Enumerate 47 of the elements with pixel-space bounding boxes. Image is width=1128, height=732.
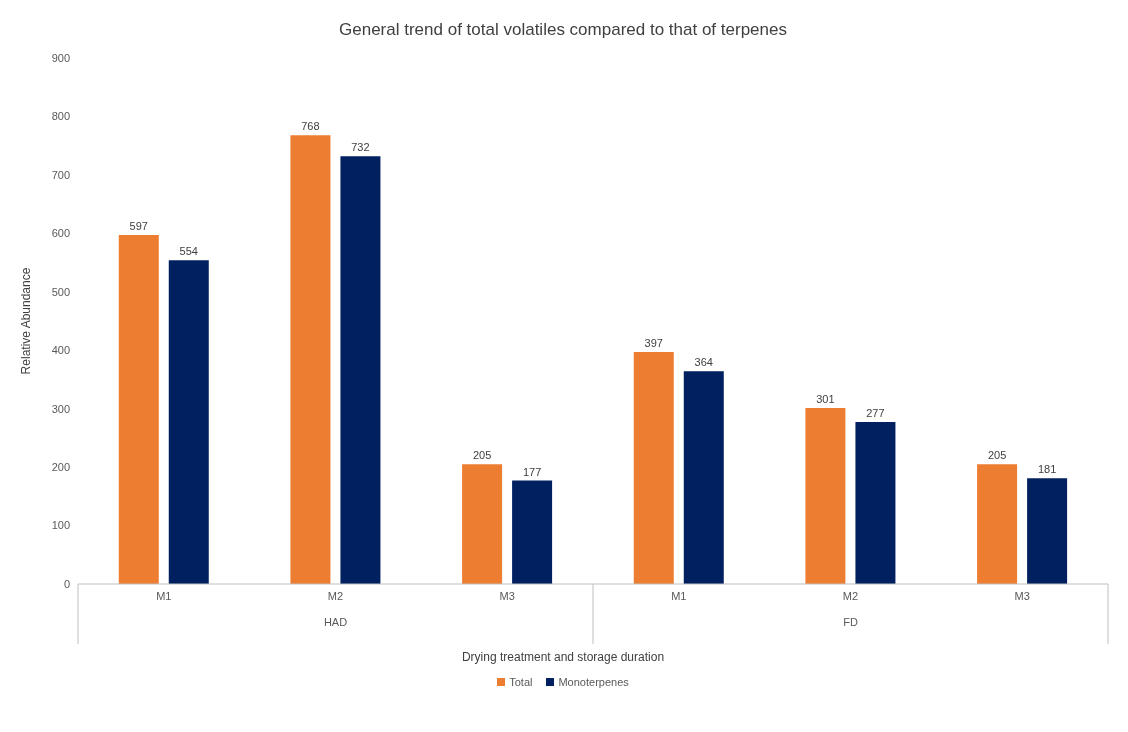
x-tick-label: M3	[1014, 589, 1030, 602]
bar	[977, 464, 1018, 584]
bar	[855, 422, 896, 584]
x-tick-label: M2	[327, 589, 344, 602]
x-tick-label: M1	[156, 589, 172, 602]
y-tick-label: 400	[51, 344, 70, 357]
data-label: 597	[129, 220, 148, 233]
bar	[1027, 478, 1068, 584]
bar	[805, 408, 846, 584]
text: FD	[843, 616, 858, 628]
data-label: 205	[987, 449, 1007, 462]
legend-label: Monoterpenes	[557, 676, 629, 688]
y-tick-label: 0	[63, 577, 70, 590]
y-axis-title: Relative Abundance	[19, 267, 34, 375]
data-label: 397	[644, 336, 663, 349]
x-tick-label: M3	[499, 589, 515, 602]
data-label: 554	[179, 245, 198, 258]
y-tick-label: 200	[51, 461, 70, 474]
y-tick-label: 100	[51, 519, 70, 532]
data-label: 768	[301, 120, 320, 133]
text: HAD	[323, 616, 348, 628]
y-tick-label: 300	[51, 402, 70, 415]
data-label: 205	[472, 449, 492, 462]
bar	[633, 351, 674, 584]
bar	[290, 135, 331, 584]
data-label: 181	[1037, 463, 1057, 476]
bar	[462, 464, 503, 584]
data-label: 177	[522, 465, 542, 478]
data-label: 301	[816, 393, 835, 406]
chart-title: General trend of total volatiles compared to that of terpenes	[338, 19, 788, 41]
data-label: 277	[866, 407, 885, 420]
bar	[118, 235, 159, 584]
x-tick-label: M1	[671, 589, 687, 602]
bar	[512, 480, 553, 584]
y-tick-label: 800	[51, 110, 70, 123]
x-axis-title: Drying treatment and storage duration	[460, 650, 666, 664]
data-label: 364	[694, 356, 713, 369]
x-tick-label: M2	[842, 589, 859, 602]
bar	[683, 371, 724, 584]
y-tick-label: 900	[51, 51, 70, 64]
bar	[340, 156, 381, 584]
y-tick-label: 500	[51, 285, 70, 298]
y-tick-label: 600	[51, 227, 70, 240]
bar	[168, 260, 209, 584]
data-label: 732	[351, 141, 370, 154]
y-tick-label: 700	[51, 168, 70, 181]
legend-label: Total	[508, 676, 533, 688]
